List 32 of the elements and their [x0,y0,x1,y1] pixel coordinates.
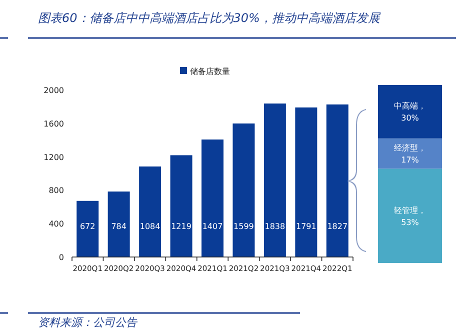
data-label: 1407 [202,222,223,231]
bar [170,155,192,257]
data-label: 672 [80,222,96,231]
y-tick-label: 800 [48,186,64,196]
data-label: 1827 [327,222,348,231]
bar [108,192,130,257]
data-label: 784 [111,222,126,231]
y-tick-label: 1600 [44,119,64,128]
y-tick-label: 1200 [44,152,64,162]
bar [139,166,162,257]
data-label: 1084 [140,222,160,231]
y-tick-label: 0 [58,253,64,262]
data-label: 1219 [171,222,192,231]
series-label: 中高端， [394,102,426,111]
data-label: 1838 [264,222,286,231]
bar [232,123,255,257]
data-label: 30% [401,114,420,123]
data-label: 1791 [296,222,316,231]
legend-label: 储备店数量 [190,67,230,76]
bar [76,200,99,257]
bar [202,140,224,257]
data-label: 1599 [234,222,254,231]
bar [264,104,286,257]
series-label: 经济型， [394,144,426,153]
y-tick-label: 400 [48,220,64,229]
chart-title: 图表60：储备店中中高端酒店占比为30%，推动中高端酒店发展 [38,11,381,25]
text: 资料来源：公司公告 [38,316,138,329]
data-label: 53% [401,218,420,227]
bar [295,107,318,257]
y-tick-label: 2000 [44,86,64,95]
data-label: 17% [401,156,420,165]
series-label: 轻管理， [394,206,426,215]
